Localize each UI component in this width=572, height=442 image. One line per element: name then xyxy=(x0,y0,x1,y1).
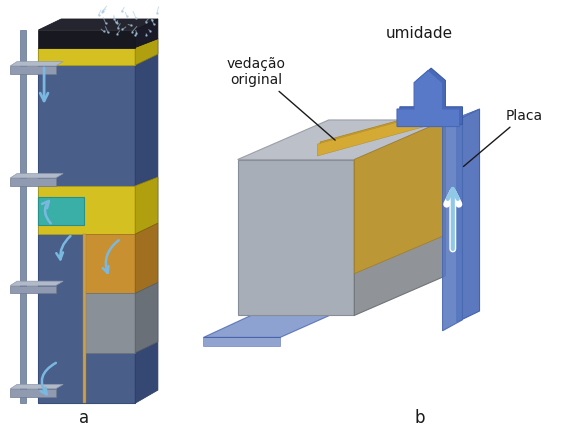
Polygon shape xyxy=(317,109,446,156)
Polygon shape xyxy=(38,47,135,65)
Polygon shape xyxy=(237,160,354,316)
Polygon shape xyxy=(10,281,63,286)
Polygon shape xyxy=(237,120,446,160)
Polygon shape xyxy=(10,389,55,396)
Text: umidade: umidade xyxy=(386,26,454,41)
Polygon shape xyxy=(443,116,462,331)
Polygon shape xyxy=(10,61,63,66)
Polygon shape xyxy=(38,197,84,225)
Polygon shape xyxy=(354,120,446,274)
Polygon shape xyxy=(204,305,354,337)
Polygon shape xyxy=(457,109,479,322)
Polygon shape xyxy=(38,47,135,403)
Polygon shape xyxy=(10,174,63,178)
Polygon shape xyxy=(135,39,158,65)
Text: Placa: Placa xyxy=(463,109,542,167)
Text: vedação
original: vedação original xyxy=(227,57,335,140)
Polygon shape xyxy=(84,293,135,353)
Polygon shape xyxy=(38,186,135,234)
Polygon shape xyxy=(400,68,462,124)
Text: b: b xyxy=(415,409,425,427)
Polygon shape xyxy=(135,282,158,353)
Polygon shape xyxy=(10,385,63,389)
Text: a: a xyxy=(79,409,89,427)
Polygon shape xyxy=(10,66,55,74)
Polygon shape xyxy=(84,234,135,293)
Polygon shape xyxy=(135,19,158,47)
Polygon shape xyxy=(320,108,446,153)
Polygon shape xyxy=(204,337,280,346)
Polygon shape xyxy=(10,286,55,293)
Polygon shape xyxy=(83,234,86,403)
Polygon shape xyxy=(135,177,158,234)
Polygon shape xyxy=(19,30,26,403)
Polygon shape xyxy=(135,39,158,403)
Polygon shape xyxy=(38,19,158,30)
Polygon shape xyxy=(135,223,158,293)
Polygon shape xyxy=(397,70,460,126)
Polygon shape xyxy=(443,109,479,126)
Polygon shape xyxy=(10,178,55,186)
Polygon shape xyxy=(38,30,135,47)
Polygon shape xyxy=(354,120,446,316)
